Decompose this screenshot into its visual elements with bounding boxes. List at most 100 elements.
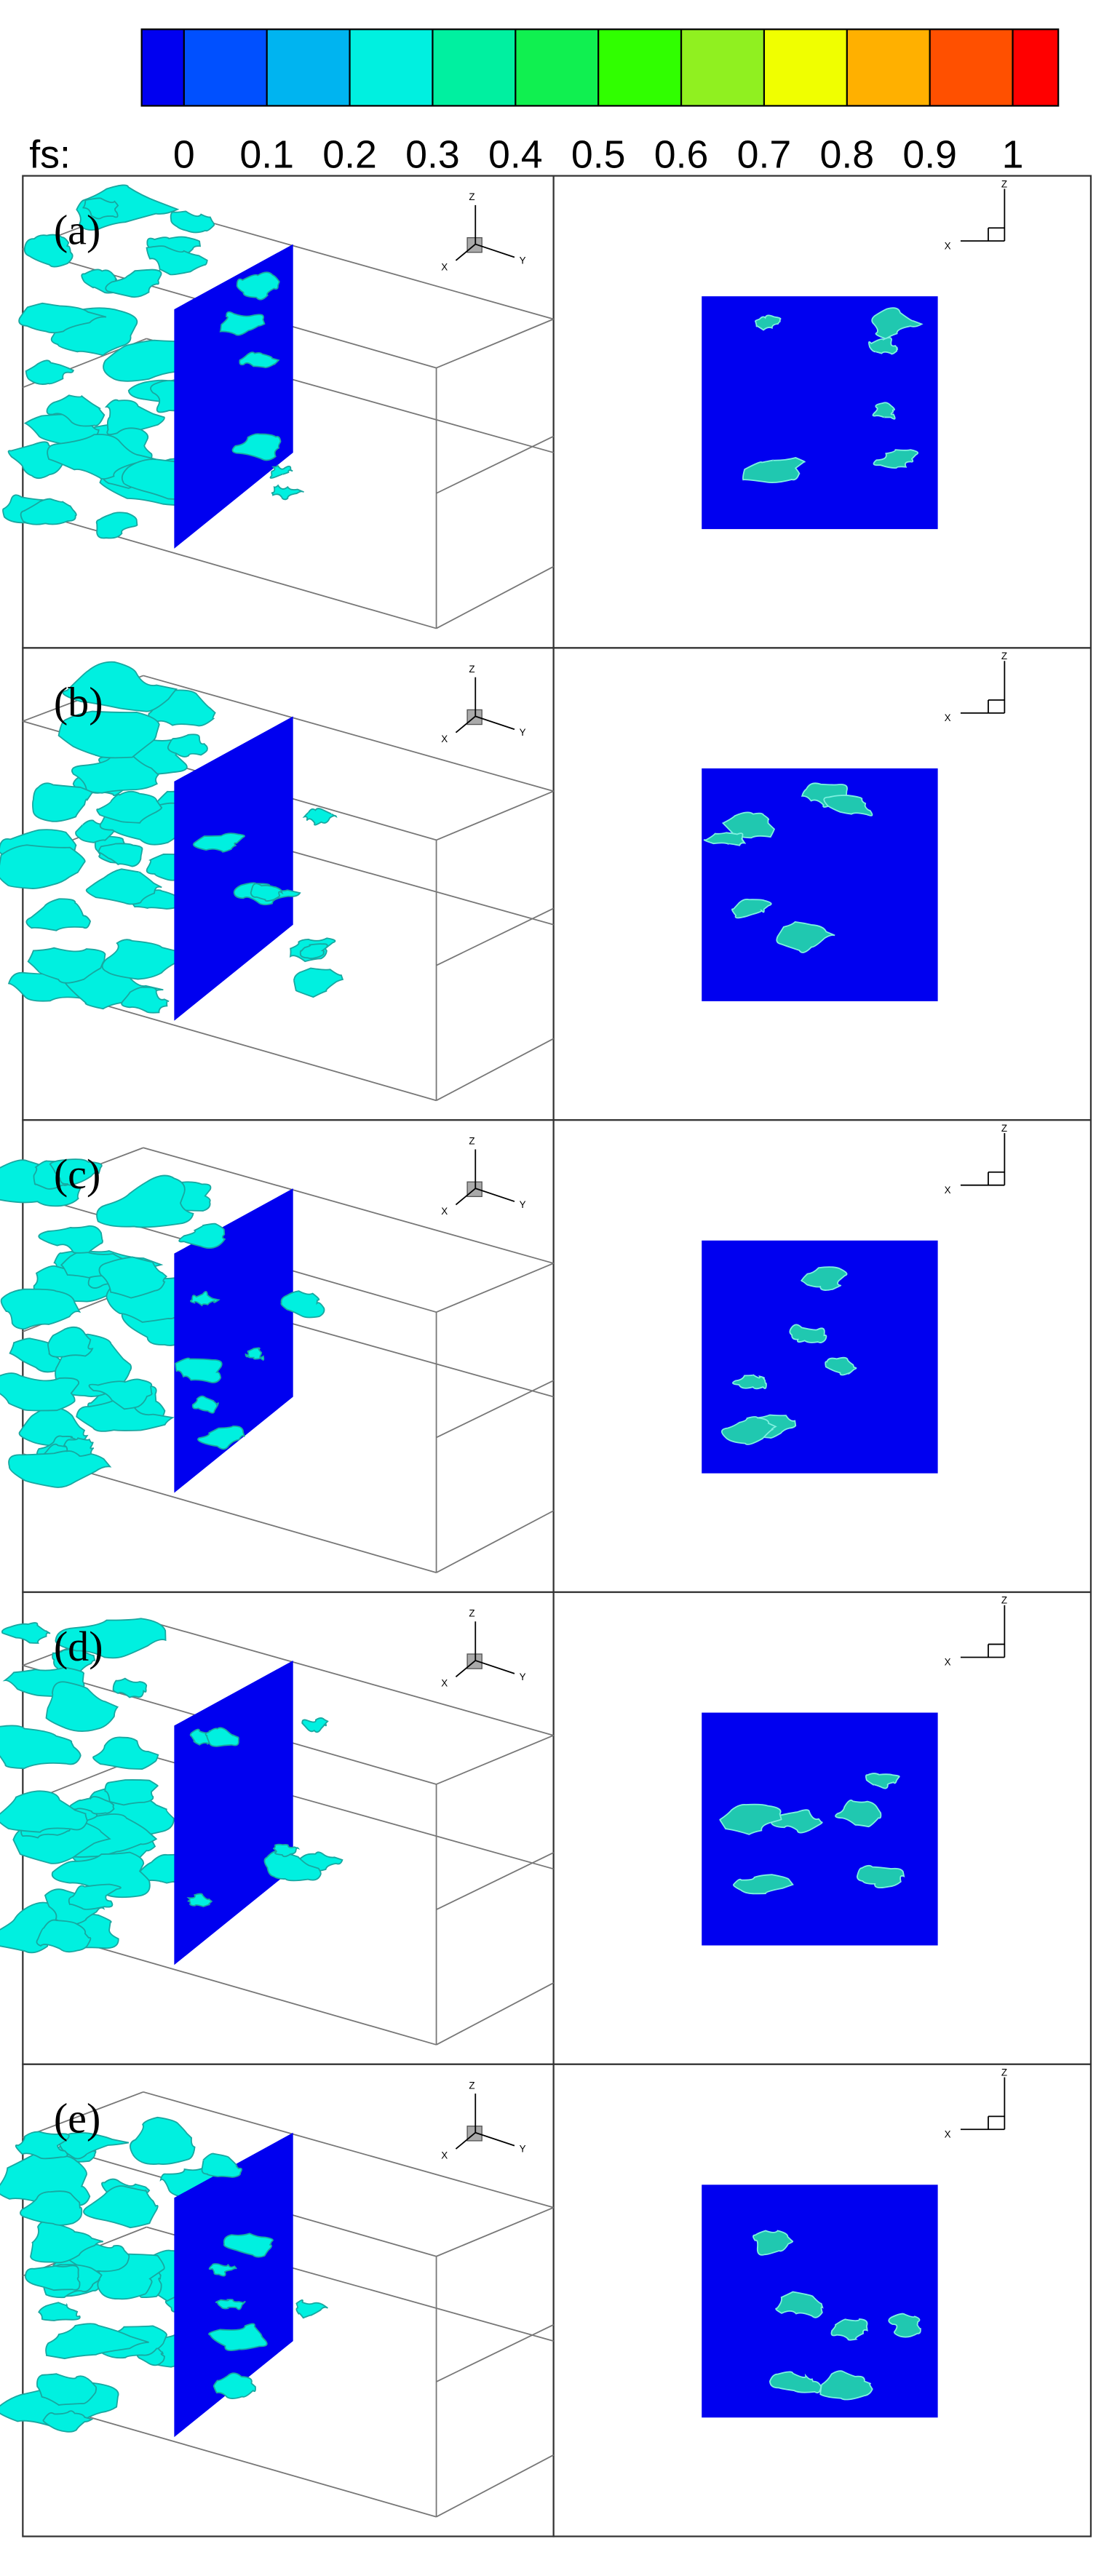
domain-edge <box>436 1510 555 1573</box>
domain-edge <box>23 2091 144 2139</box>
solid-particle <box>25 359 74 385</box>
solid-particle <box>51 1851 151 1899</box>
solid-particle <box>197 1426 245 1450</box>
panel-label: (d) <box>54 1623 103 1670</box>
triad-axis <box>455 1660 476 1678</box>
slice-particles <box>719 1773 905 1895</box>
triad-axis <box>474 715 515 731</box>
triad-x-label: X <box>441 1678 448 1689</box>
solid-particle <box>47 1326 94 1358</box>
solid-particle <box>223 2233 274 2258</box>
triad-z-label: Z <box>469 1136 474 1147</box>
solid-particle <box>271 484 304 501</box>
panel-label: (b) <box>54 678 103 726</box>
domain-edge <box>436 1735 554 1785</box>
triad-y-label: Y <box>520 2144 526 2155</box>
solid-particle <box>101 939 191 980</box>
colorbar-tick-label: 0.1 <box>239 132 294 176</box>
colorbar-tick-label: 0.7 <box>737 132 792 176</box>
solid-particle <box>42 2410 94 2433</box>
triad-z-label: Z <box>469 2080 474 2091</box>
solid-particle <box>721 1416 777 1445</box>
domain-edge <box>436 2323 555 2382</box>
solid-particle <box>36 1919 92 1953</box>
slice-view <box>702 296 938 530</box>
solid-particle <box>280 1290 325 1319</box>
solid-particle <box>752 2230 794 2256</box>
solid-particle <box>856 1864 905 1889</box>
domain-edge <box>436 907 555 966</box>
triad-axis <box>474 1188 515 1202</box>
triad-y-label: Y <box>520 1199 526 1210</box>
solid-particle <box>25 898 92 931</box>
solid-particle <box>801 1266 848 1291</box>
panel-label: (e) <box>54 2095 101 2142</box>
solid-particle <box>302 808 338 826</box>
solid-particle <box>27 947 106 984</box>
solid-particle <box>201 2152 242 2178</box>
solid-particle <box>721 811 776 839</box>
solid-particle <box>835 1800 882 1828</box>
solid-particle <box>192 832 245 853</box>
solid-particle <box>130 2116 196 2166</box>
solid-particle <box>104 399 165 435</box>
triad-z-label: Z <box>469 191 474 202</box>
triad-axis <box>474 2131 515 2147</box>
panel-row: (c) Z X Y Z X <box>0 1119 1092 1594</box>
colorbar-tick-label: 0.4 <box>488 132 543 176</box>
solid-particle <box>208 2263 237 2277</box>
colorbar-frame <box>140 28 1060 107</box>
triad-y-label: Y <box>520 255 526 266</box>
solid-particle <box>25 2265 81 2291</box>
triad-axis <box>455 1188 476 1206</box>
slice-view <box>702 2185 938 2418</box>
triad-2d-x-label: X <box>945 2128 951 2139</box>
slice-plane <box>174 716 293 1021</box>
domain-edge <box>436 1380 555 1439</box>
solid-particle <box>873 449 919 469</box>
solid-particle <box>204 1727 239 1747</box>
triad-x-label: X <box>441 2150 448 2161</box>
domain-edge <box>436 1852 555 1911</box>
triad-x-label: X <box>441 261 448 272</box>
solid-particle <box>36 2373 98 2406</box>
domain-edge <box>436 565 555 629</box>
solid-particle <box>20 498 77 525</box>
solid-particle <box>98 1256 168 1299</box>
colorbar-tick-label: 0.3 <box>405 132 460 176</box>
figure-content: 0 0.1 0.2 0.3 0.4 0.5 0.6 0.7 0.8 0.9 1 fs: (a) Z X Y Z X… <box>0 28 1092 2537</box>
solid-particle <box>95 512 138 539</box>
domain-edge <box>436 2454 555 2518</box>
solid-particle <box>865 1773 900 1789</box>
domain-edge <box>436 1982 555 2046</box>
panel-label: (a) <box>54 207 101 254</box>
solid-particle <box>299 943 328 960</box>
panel-row: (a) Z X Y Z X <box>2 175 1092 649</box>
colorbar-segment <box>598 29 682 106</box>
solid-particle <box>76 184 180 231</box>
solid-particle <box>731 898 772 919</box>
slice-view <box>702 768 938 1001</box>
solid-particle <box>0 1372 79 1412</box>
colorbar-tick-label: 0.5 <box>571 132 626 176</box>
solid-particle <box>62 661 178 712</box>
colorbar-tick-label: 0 <box>173 132 195 176</box>
domain-edge <box>436 435 555 494</box>
colorbar-segment <box>349 29 433 106</box>
solid-particle <box>49 1158 103 1186</box>
solid-particle <box>57 710 160 759</box>
colorbar-tick-label: 1 <box>1002 132 1024 176</box>
solid-particle <box>175 1357 223 1383</box>
solid-particle <box>823 795 873 816</box>
colorbar-label: fs: <box>29 132 71 176</box>
domain-edge <box>23 509 437 629</box>
slice-particles <box>742 307 924 484</box>
colorbar-segment <box>681 29 764 106</box>
domain-edge <box>23 2397 437 2518</box>
solid-particle <box>239 351 280 368</box>
solid-particle <box>15 2131 70 2160</box>
triad-x-label: X <box>441 1206 448 1217</box>
triad-2d-z-label: Z <box>1001 178 1007 189</box>
solid-particle <box>98 843 143 867</box>
